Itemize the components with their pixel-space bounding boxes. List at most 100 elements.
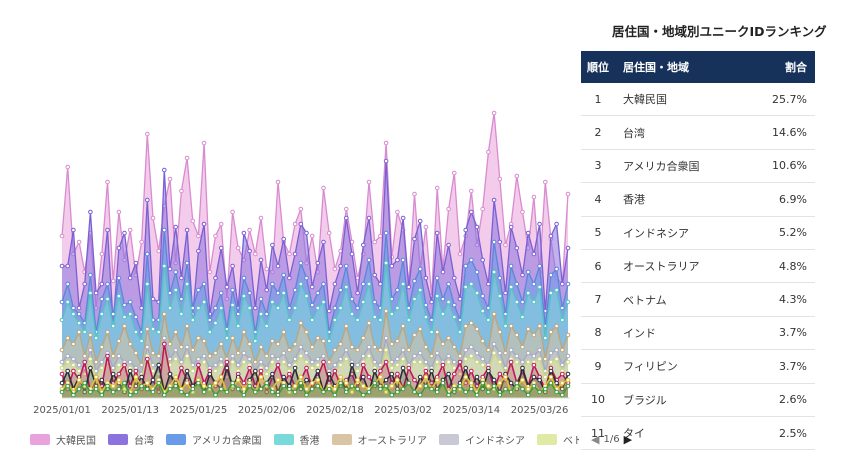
data-point[interactable] (99, 359, 105, 365)
data-point[interactable] (71, 368, 76, 374)
data-point[interactable] (400, 323, 406, 329)
data-point[interactable] (235, 350, 241, 356)
data-point[interactable] (332, 362, 338, 368)
data-point[interactable] (179, 311, 184, 317)
data-point[interactable] (213, 233, 218, 239)
data-point[interactable] (59, 389, 65, 395)
data-point[interactable] (440, 362, 446, 368)
data-point[interactable] (429, 380, 434, 386)
data-point[interactable] (400, 365, 406, 371)
data-point[interactable] (116, 353, 122, 359)
data-point[interactable] (321, 299, 326, 305)
data-point[interactable] (116, 362, 122, 368)
data-point[interactable] (196, 287, 201, 293)
data-point[interactable] (59, 371, 65, 377)
data-point[interactable] (82, 389, 87, 395)
data-point[interactable] (332, 368, 338, 374)
data-point[interactable] (434, 329, 440, 335)
data-point[interactable] (99, 377, 105, 383)
data-point[interactable] (463, 284, 469, 290)
data-point[interactable] (531, 251, 537, 257)
data-point[interactable] (332, 305, 338, 311)
data-point[interactable] (207, 317, 213, 323)
data-point[interactable] (258, 344, 264, 350)
data-point[interactable] (480, 257, 486, 263)
data-point[interactable] (76, 239, 82, 245)
data-point[interactable] (560, 317, 565, 323)
data-point[interactable] (230, 380, 235, 386)
data-point[interactable] (525, 230, 531, 236)
data-point[interactable] (565, 371, 571, 377)
data-point[interactable] (230, 287, 235, 293)
data-point[interactable] (218, 386, 224, 392)
data-point[interactable] (99, 296, 105, 302)
data-point[interactable] (292, 305, 298, 311)
data-point[interactable] (65, 383, 70, 389)
data-point[interactable] (179, 296, 184, 302)
data-point[interactable] (247, 383, 252, 389)
data-point[interactable] (122, 230, 127, 236)
data-point[interactable] (173, 356, 178, 362)
data-point[interactable] (304, 377, 309, 383)
data-point[interactable] (179, 365, 184, 371)
data-point[interactable] (469, 380, 474, 386)
data-point[interactable] (213, 320, 218, 326)
data-point[interactable] (349, 362, 355, 368)
data-point[interactable] (463, 374, 469, 380)
data-point[interactable] (162, 263, 167, 269)
data-point[interactable] (565, 245, 571, 251)
data-point[interactable] (554, 266, 559, 272)
data-point[interactable] (71, 392, 76, 398)
data-point[interactable] (525, 269, 531, 275)
data-point[interactable] (258, 386, 264, 392)
data-point[interactable] (514, 353, 520, 359)
data-point[interactable] (503, 386, 508, 392)
data-point[interactable] (196, 233, 201, 239)
data-point[interactable] (525, 392, 531, 398)
data-point[interactable] (167, 176, 173, 182)
data-point[interactable] (309, 386, 315, 392)
data-point[interactable] (344, 323, 349, 329)
data-point[interactable] (281, 272, 287, 278)
data-point[interactable] (543, 179, 548, 185)
data-point[interactable] (287, 386, 292, 392)
data-point[interactable] (412, 278, 417, 284)
data-point[interactable] (344, 263, 349, 269)
data-point[interactable] (469, 368, 474, 374)
data-point[interactable] (480, 206, 486, 212)
data-point[interactable] (110, 371, 116, 377)
data-point[interactable] (298, 281, 304, 287)
legend-item-usa[interactable]: アメリカ合衆国 (166, 432, 262, 447)
data-point[interactable] (446, 242, 451, 248)
data-point[interactable] (423, 314, 429, 320)
data-point[interactable] (110, 353, 116, 359)
data-point[interactable] (298, 344, 304, 350)
data-point[interactable] (486, 347, 491, 353)
data-point[interactable] (315, 383, 321, 389)
data-point[interactable] (59, 380, 65, 386)
data-point[interactable] (167, 386, 173, 392)
data-point[interactable] (508, 359, 514, 365)
data-point[interactable] (480, 338, 486, 344)
data-point[interactable] (207, 269, 213, 275)
data-point[interactable] (514, 332, 520, 338)
data-point[interactable] (230, 302, 235, 308)
data-point[interactable] (531, 299, 537, 305)
data-point[interactable] (537, 377, 542, 383)
data-point[interactable] (65, 353, 70, 359)
data-point[interactable] (145, 251, 150, 257)
data-point[interactable] (520, 359, 525, 365)
data-point[interactable] (372, 359, 378, 365)
data-point[interactable] (434, 359, 440, 365)
data-point[interactable] (247, 290, 252, 296)
data-point[interactable] (71, 305, 76, 311)
data-point[interactable] (565, 281, 571, 287)
data-point[interactable] (469, 386, 474, 392)
data-point[interactable] (235, 386, 241, 392)
data-point[interactable] (463, 263, 469, 269)
data-point[interactable] (110, 389, 116, 395)
data-point[interactable] (133, 260, 139, 266)
data-point[interactable] (361, 383, 366, 389)
data-point[interactable] (247, 365, 252, 371)
data-point[interactable] (480, 380, 486, 386)
